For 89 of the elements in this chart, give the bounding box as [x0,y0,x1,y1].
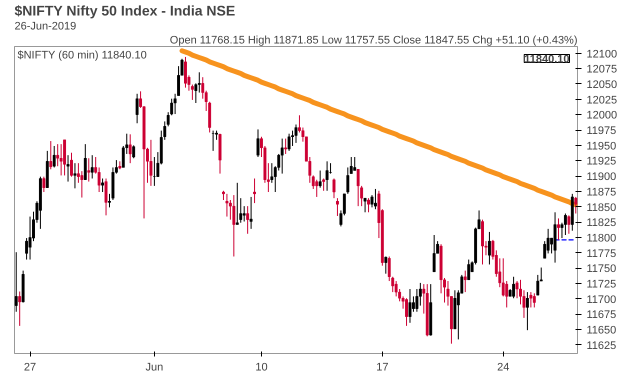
y-tick-label: 11850 [586,202,616,214]
x-tick-label: 10 [255,362,268,374]
candlestick [353,156,356,172]
candlestick [90,154,94,180]
candlestick [236,182,239,226]
candlestick [104,178,108,216]
candlestick [326,160,329,192]
candlestick [52,145,56,168]
y-tick-label: 12000 [586,110,618,122]
candlestick [536,274,540,296]
chart-title: $NIFTY Nifty 50 Index - India NSE [14,2,236,18]
candlestick [322,178,326,192]
candlestick [232,194,236,257]
y-tick-label: 11625 [586,340,616,352]
y-tick-label: 11750 [586,263,616,276]
y-tick-label: 11725 [586,278,616,291]
candlestick [101,178,104,193]
candlestick [184,56,187,88]
candlestick [367,198,370,213]
candlestick [526,292,529,331]
candlestick [356,168,360,207]
y-tick-label: 12050 [586,78,618,91]
y-tick-label: 11825 [586,217,616,230]
candlestick [364,198,367,213]
y-tick-label: 11675 [586,309,616,322]
x-tick-label: 27 [24,362,36,374]
candlestick [512,276,516,299]
x-tick-label: 24 [497,362,510,374]
y-tick-label: 11875 [586,186,616,198]
candlestick [288,133,291,152]
y-tick-label: 11950 [586,140,616,152]
candlestick [464,270,467,293]
candlestick [405,298,408,326]
candlestick [42,176,46,193]
y-tick-label: 12075 [586,64,618,76]
candlestick [73,162,76,189]
candlestick [374,188,377,210]
candlestick [315,179,318,198]
candlestick [250,196,253,230]
candlestick [294,124,298,144]
candlestick [242,206,246,222]
y-tick-label: 11900 [586,171,616,184]
candlestick [132,144,136,159]
candlestick [136,93,139,124]
y-tick-label: 11700 [586,294,616,306]
candlestick [336,198,339,216]
candlestick [432,234,436,272]
y-tick-label: 11775 [586,248,616,260]
candlestick [222,190,225,200]
annotation: $NIFTY (60 min) 11840.10 [18,50,147,62]
y-tick-label: 11975 [586,125,616,138]
candlestick [87,158,90,182]
candlestick [253,178,256,204]
candlestick [529,292,532,308]
candlestick [467,259,470,280]
candlestick [84,144,87,180]
candlestick [18,290,22,326]
candlestick [532,292,536,308]
x-tick-label: 17 [376,362,388,374]
candlestick [66,154,70,182]
candlestick [225,193,228,218]
candlestick [488,231,491,265]
candlestick [332,178,336,199]
candlestick [128,134,132,164]
candlestick [384,256,388,274]
candlestick [574,196,578,214]
candlestick [60,144,63,176]
y-tick-label: 11650 [586,324,616,337]
x-tick-label: Jun [146,362,164,374]
candlestick [70,152,73,178]
candlestick [567,214,570,234]
y-tick-label: 11925 [586,156,616,168]
candlestick [284,138,288,154]
candlestick [14,252,18,312]
y-tick-label: 12100 [586,48,618,60]
candlestick [246,206,250,234]
candlestick [280,138,284,174]
candlestick [557,218,560,240]
chart-subtitle: 26-Jun-2019 [14,20,76,32]
candlestick [564,213,567,236]
candlestick [318,170,322,188]
candlestick [49,140,52,170]
candlestick [149,139,152,186]
y-tick-label: 12025 [586,94,618,106]
y-tick-label: 11800 [586,232,616,244]
candlestick [360,185,364,207]
candlestick [408,288,412,324]
annotation: Open 11768.15 High 11871.85 Low 11757.55 Close 11847.55 Chg +51.10 (+0.43%) [170,34,578,46]
candlestick [256,128,260,158]
